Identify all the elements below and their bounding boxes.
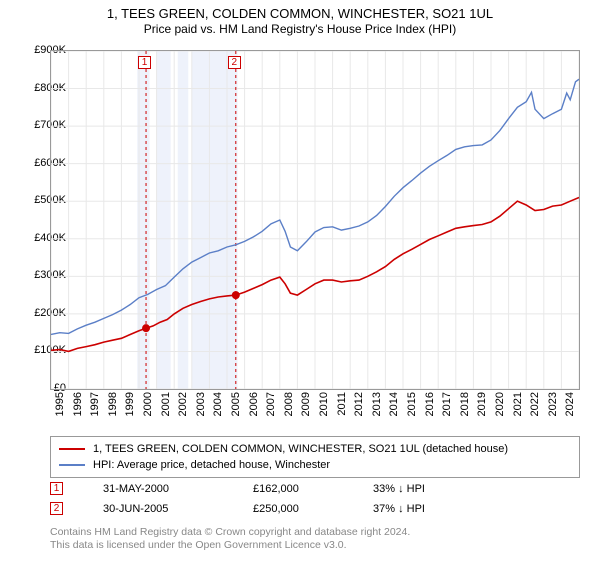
- footer-line: Contains HM Land Registry data © Crown c…: [50, 526, 410, 539]
- legend-label: HPI: Average price, detached house, Winc…: [93, 459, 330, 471]
- sale-price: £250,000: [253, 503, 333, 515]
- sale-record: 2 30-JUN-2005 £250,000 37% ↓ HPI: [50, 502, 580, 515]
- x-tick-label: 2000: [142, 392, 154, 428]
- legend-label: 1, TEES GREEN, COLDEN COMMON, WINCHESTER…: [93, 443, 508, 455]
- chart-title: 1, TEES GREEN, COLDEN COMMON, WINCHESTER…: [0, 6, 600, 21]
- x-tick-label: 2008: [283, 392, 295, 428]
- x-tick-label: 2021: [512, 392, 524, 428]
- event-marker-box: 2: [228, 56, 241, 69]
- x-tick-label: 2015: [406, 392, 418, 428]
- chart-plot-area: [50, 50, 580, 390]
- x-tick-label: 2013: [371, 392, 383, 428]
- chart-subtitle: Price paid vs. HM Land Registry's House …: [0, 22, 600, 36]
- x-tick-label: 2022: [529, 392, 541, 428]
- sale-diff: 33% ↓ HPI: [373, 483, 425, 495]
- sale-record: 1 31-MAY-2000 £162,000 33% ↓ HPI: [50, 482, 580, 495]
- x-tick-label: 2011: [336, 392, 348, 428]
- sale-marker-icon: 2: [50, 502, 63, 515]
- attribution-footer: Contains HM Land Registry data © Crown c…: [50, 526, 410, 552]
- sale-date: 30-JUN-2005: [103, 503, 213, 515]
- legend-item: 1, TEES GREEN, COLDEN COMMON, WINCHESTER…: [59, 441, 571, 457]
- legend-item: HPI: Average price, detached house, Winc…: [59, 457, 571, 473]
- chart-legend: 1, TEES GREEN, COLDEN COMMON, WINCHESTER…: [50, 436, 580, 478]
- event-marker-box: 1: [138, 56, 151, 69]
- sale-marker-icon: 1: [50, 482, 63, 495]
- x-tick-label: 2001: [160, 392, 172, 428]
- legend-swatch: [59, 464, 85, 466]
- x-tick-label: 2017: [441, 392, 453, 428]
- x-tick-label: 2024: [564, 392, 576, 428]
- x-tick-label: 2016: [424, 392, 436, 428]
- legend-swatch: [59, 448, 85, 450]
- x-tick-label: 1998: [107, 392, 119, 428]
- x-tick-label: 2010: [318, 392, 330, 428]
- x-tick-label: 1996: [72, 392, 84, 428]
- x-tick-label: 2006: [248, 392, 260, 428]
- footer-line: This data is licensed under the Open Gov…: [50, 539, 410, 552]
- sale-diff: 37% ↓ HPI: [373, 503, 425, 515]
- sale-date: 31-MAY-2000: [103, 483, 213, 495]
- chart-svg: [51, 51, 579, 389]
- x-tick-label: 2003: [195, 392, 207, 428]
- x-tick-label: 2018: [459, 392, 471, 428]
- sale-price: £162,000: [253, 483, 333, 495]
- x-tick-label: 2007: [265, 392, 277, 428]
- chart-container: 1, TEES GREEN, COLDEN COMMON, WINCHESTER…: [0, 6, 600, 566]
- x-tick-label: 2002: [177, 392, 189, 428]
- x-tick-label: 2023: [547, 392, 559, 428]
- x-tick-label: 2014: [388, 392, 400, 428]
- x-tick-label: 2009: [300, 392, 312, 428]
- x-tick-label: 2020: [494, 392, 506, 428]
- x-tick-label: 2005: [230, 392, 242, 428]
- x-tick-label: 1997: [89, 392, 101, 428]
- x-tick-label: 1995: [54, 392, 66, 428]
- x-tick-label: 2019: [476, 392, 488, 428]
- x-tick-label: 1999: [124, 392, 136, 428]
- x-tick-label: 2004: [212, 392, 224, 428]
- x-tick-label: 2012: [353, 392, 365, 428]
